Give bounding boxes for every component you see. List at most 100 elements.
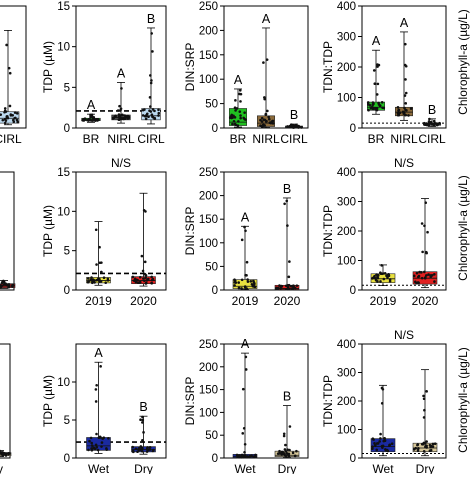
data-point [234, 109, 237, 112]
data-point [414, 280, 417, 284]
data-point [372, 69, 376, 72]
plot-frame [75, 343, 167, 459]
y-tick-label: 100 [337, 93, 356, 105]
data-point [424, 276, 427, 280]
x-tick-label: CIRL [280, 132, 308, 146]
data-point [105, 448, 108, 451]
data-point [143, 260, 147, 264]
box-2020: B 2020 [274, 182, 301, 308]
data-point [237, 286, 241, 290]
x-tick-label: Dry [134, 462, 153, 474]
data-point [90, 281, 94, 285]
data-point [87, 280, 91, 283]
data-point [91, 119, 94, 122]
data-point [382, 277, 386, 281]
x-tick-label: BR [230, 132, 247, 146]
data-point [3, 109, 7, 113]
data-point [254, 453, 257, 457]
data-point [432, 119, 436, 123]
box-y: y [0, 449, 12, 476]
y-tick-label: 200 [199, 25, 218, 37]
data-point [98, 280, 101, 283]
data-point [373, 442, 376, 445]
data-point [8, 452, 11, 455]
significance-letter: A [400, 16, 409, 30]
x-tick-label: NIRL [252, 132, 280, 146]
data-point [148, 448, 152, 451]
box-Wet: A Wet [86, 346, 111, 476]
data-point [0, 113, 3, 116]
plot-frame [0, 171, 15, 291]
data-point [98, 245, 101, 249]
box-CIRL: B CIRL [137, 12, 165, 146]
data-point [123, 117, 127, 121]
data-point [95, 432, 98, 436]
data-point [1, 451, 4, 454]
data-point [288, 425, 292, 428]
y-axis-label: TDP (µM) [41, 41, 55, 93]
data-point [283, 448, 287, 451]
data-point [141, 269, 145, 273]
data-point [284, 454, 288, 458]
data-point [423, 270, 426, 274]
data-point [94, 228, 98, 232]
data-point [117, 113, 121, 116]
data-point [417, 275, 420, 279]
data-point [252, 280, 256, 284]
data-point [375, 108, 379, 112]
data-point [285, 199, 289, 203]
data-point [141, 114, 145, 117]
data-point [249, 280, 253, 283]
data-point [287, 283, 291, 287]
data-point [117, 118, 121, 121]
y-tick-label: 300 [337, 32, 356, 44]
y-tick-label: 5 [64, 246, 70, 258]
data-point [86, 277, 90, 280]
data-point [243, 225, 246, 229]
data-point [381, 446, 384, 449]
data-point [237, 120, 240, 123]
data-point [381, 106, 384, 110]
data-point [387, 273, 390, 276]
data-point [404, 113, 407, 117]
data-point [377, 101, 380, 105]
y-tick-label: 50 [205, 430, 218, 442]
data-point [409, 107, 413, 110]
data-point [232, 120, 236, 123]
data-point [123, 114, 127, 117]
data-point [94, 400, 98, 403]
data-point [374, 278, 378, 282]
y-tick-label: 0 [64, 285, 70, 297]
significance-letter: B [283, 182, 291, 196]
data-point [252, 285, 256, 288]
data-point [237, 281, 240, 284]
x-tick-label: Wet [88, 462, 110, 474]
data-point [430, 444, 433, 448]
data-point [244, 118, 247, 121]
data-point [8, 71, 12, 75]
data-point [279, 286, 282, 290]
data-point [383, 272, 387, 275]
data-point [294, 123, 298, 127]
data-point [138, 448, 142, 451]
data-point [150, 281, 153, 285]
data-point [415, 271, 419, 275]
data-point [425, 390, 428, 393]
data-point [1, 118, 5, 122]
data-point [153, 109, 156, 113]
y-tick-label: 100 [337, 256, 356, 268]
data-point [245, 260, 249, 264]
data-point [420, 222, 424, 225]
x-tick-label: NIRL [107, 132, 135, 146]
data-point [412, 448, 416, 451]
data-point [13, 111, 17, 114]
data-point [141, 438, 144, 442]
data-point [139, 418, 142, 422]
data-point [404, 102, 408, 105]
data-point [385, 448, 389, 452]
data-point [371, 447, 374, 451]
data-point [100, 261, 103, 264]
data-point [421, 250, 424, 254]
data-point [288, 260, 291, 263]
